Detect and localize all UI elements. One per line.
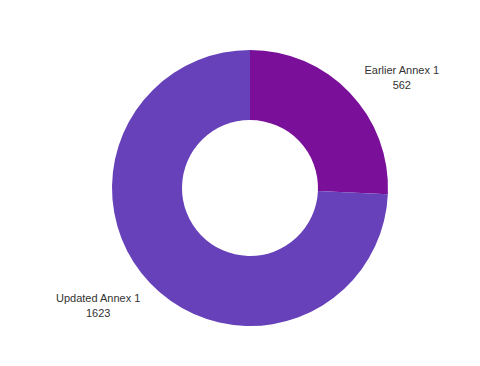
svg-text:Earlier Annex 1562: Earlier Annex 1562 — [365, 64, 440, 91]
svg-text:Updated Annex 11623: Updated Annex 11623 — [56, 292, 140, 319]
